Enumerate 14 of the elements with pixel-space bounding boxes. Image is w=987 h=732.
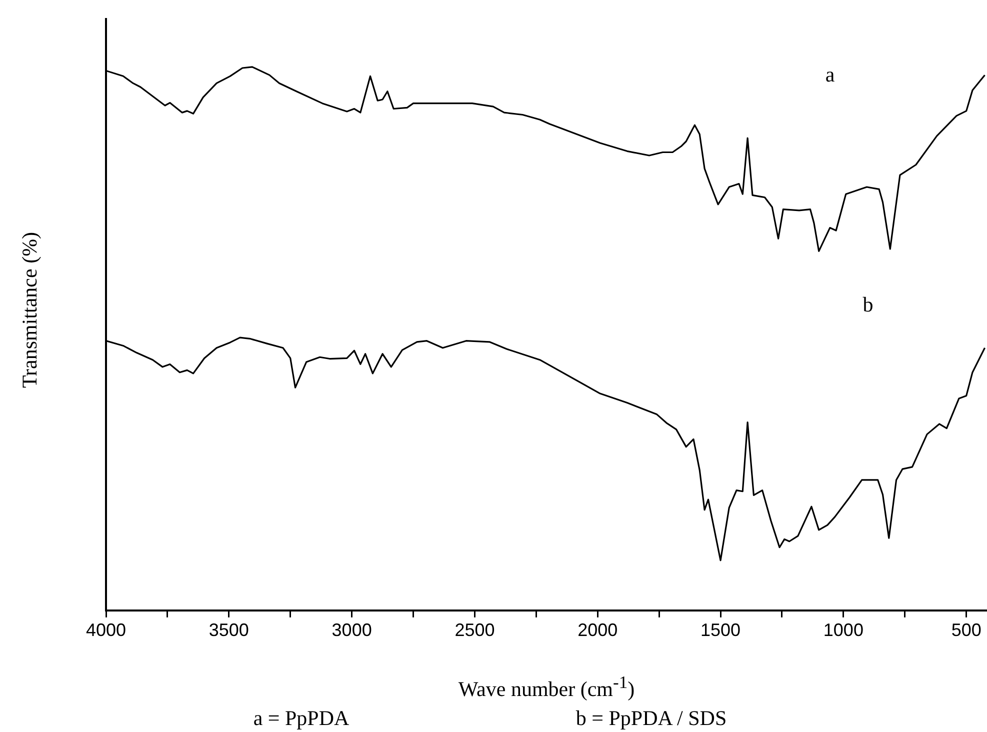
x-tick-label: 4000 [86, 620, 126, 640]
annotation: a [825, 62, 835, 88]
x-tick-label: 1000 [823, 620, 864, 640]
x-tick-label: 3500 [208, 620, 249, 640]
y-axis-title: Transmittance (%) [18, 232, 42, 388]
x-axis-title: Wave number (cm$^{-1}$) [457, 672, 636, 702]
x-tick-label: 2500 [454, 620, 495, 640]
text: b = PpPDA / SDS [576, 706, 727, 731]
x-tick-label: 2000 [578, 620, 618, 640]
x-tick-label: 500 [951, 620, 982, 640]
annotation: b [862, 292, 874, 318]
x-tick-label: 3000 [332, 620, 372, 640]
x-tick-label: 1500 [700, 620, 741, 640]
text: a = PpPDA [253, 706, 350, 731]
